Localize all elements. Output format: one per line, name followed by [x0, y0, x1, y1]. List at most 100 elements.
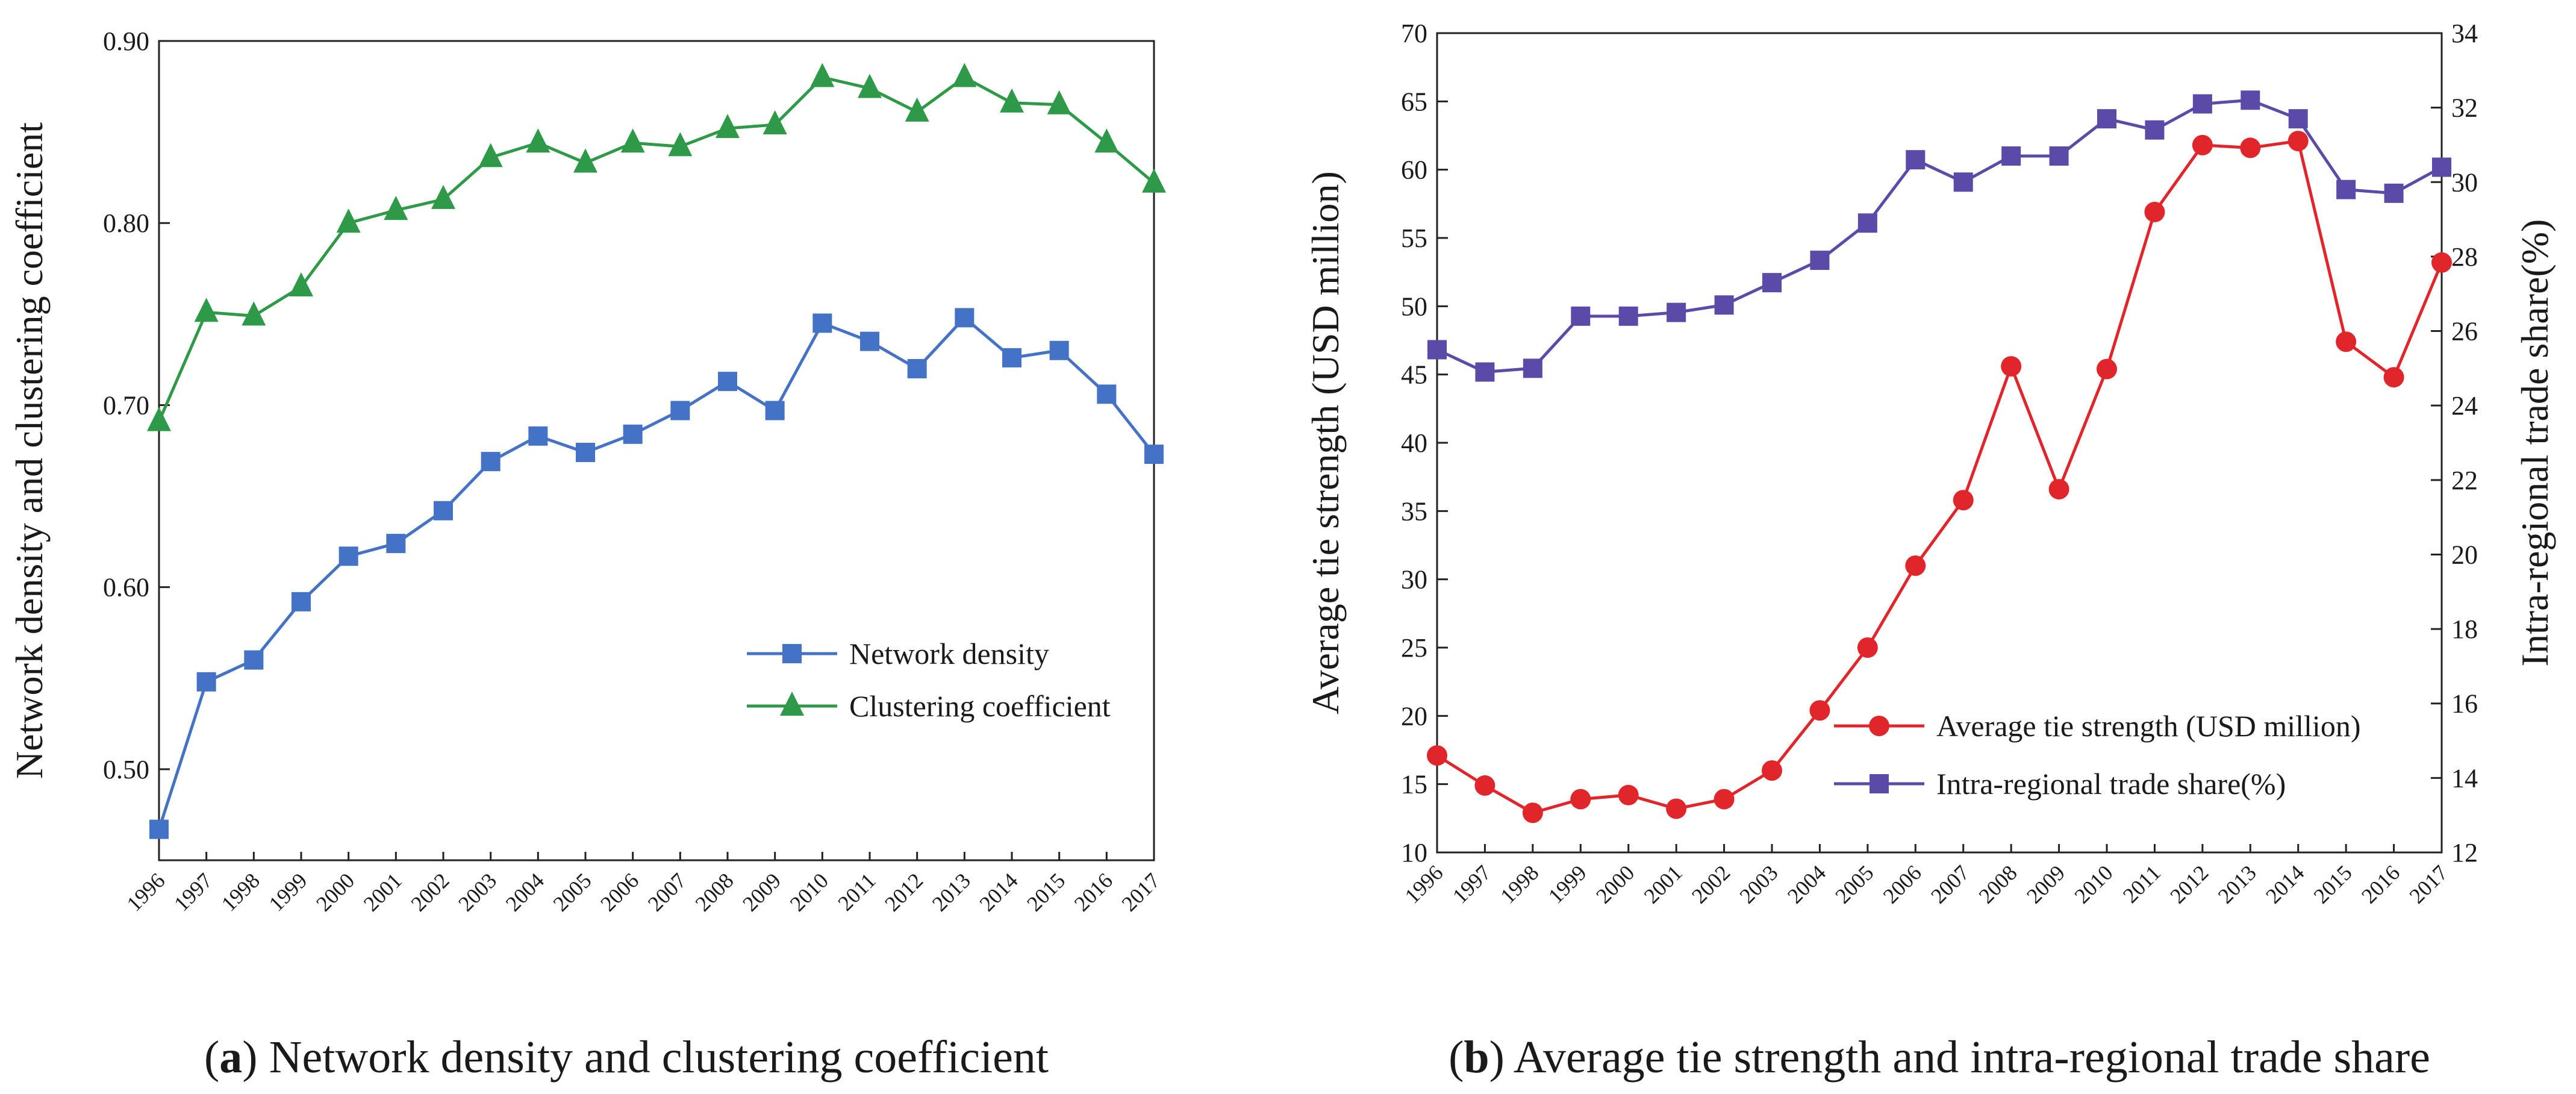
- a-x-tick-label: 1998: [217, 868, 264, 916]
- b-series-0-point: [1474, 775, 1495, 796]
- b-series-1-point: [1762, 273, 1782, 293]
- b-x-tick-label: 1996: [1400, 860, 1447, 908]
- panel-a-legend: Network density Clustering coefficient: [747, 637, 1111, 723]
- a-x-tick-label: 2009: [738, 868, 785, 916]
- a-series-1-point: [336, 208, 361, 233]
- b-x-tick-label: 2016: [2357, 860, 2404, 908]
- a-x-tick-label: 2013: [928, 868, 975, 916]
- a-y-tick-label: 0.70: [103, 390, 149, 420]
- b-series-0-point: [1953, 490, 1974, 511]
- b-y-tick-label: 25: [1401, 633, 1427, 663]
- b-y-tick-label: 10: [1401, 838, 1427, 867]
- b-y-tick-label: 15: [1401, 770, 1427, 799]
- a-legend-label-1: Clustering coefficient: [849, 689, 1111, 723]
- panel-b-x-ticks: 1996 1997 1998 1999 2000 2001 2002 2003 2004 2005…: [1400, 844, 2453, 908]
- b-series-0-point: [2144, 201, 2165, 222]
- b-series-1-point: [1906, 150, 1926, 170]
- b-y-tick-label: 20: [1401, 701, 1427, 731]
- a-series-0-point: [338, 546, 358, 566]
- panel-b-right-y-ticks: 12 14 16 18 20 22 24 26 28 30 32 34: [2431, 19, 2478, 867]
- b-y2-tick-label: 24: [2451, 391, 2478, 420]
- panel-a-caption: (a) Network density and clustering coeff…: [204, 1032, 1049, 1083]
- b-y2-tick-label: 18: [2451, 614, 2478, 644]
- a-series-1-point: [431, 184, 455, 209]
- a-series-0-point: [386, 534, 406, 554]
- b-y2-tick-label: 34: [2451, 19, 2478, 48]
- panel-b-series: [1427, 90, 2452, 824]
- b-series-0-point: [2431, 252, 2452, 273]
- b-series-1-line: [1436, 98, 2443, 374]
- a-series-1-point: [952, 63, 977, 87]
- a-series-0-point: [907, 359, 927, 378]
- a-series-1-point: [147, 407, 171, 431]
- panel-a-y-axis-title: Network density and clustering coefficie…: [8, 122, 51, 779]
- a-x-tick-label: 2000: [311, 868, 359, 916]
- a-series-0-point: [244, 650, 264, 670]
- b-x-tick-label: 1998: [1495, 860, 1543, 908]
- a-series-1-point: [1142, 168, 1166, 193]
- a-x-tick-label: 2003: [454, 868, 501, 916]
- a-series-0-point: [670, 401, 690, 420]
- b-y-tick-label: 40: [1401, 428, 1427, 458]
- b-x-tick-label: 2001: [1639, 860, 1687, 908]
- b-series-0-point: [2048, 479, 2069, 500]
- panel-a-x-ticks: 1996 1997 1998 1999 2000 2001 2002 2003 2004 2005…: [122, 852, 1165, 916]
- a-x-tick-label: 2015: [1022, 868, 1070, 916]
- panel-b-caption-letter: b: [1464, 1032, 1489, 1083]
- panel-a-caption-letter: a: [219, 1032, 242, 1083]
- a-series-0-point: [1049, 340, 1069, 360]
- b-y2-tick-label: 26: [2451, 317, 2478, 346]
- a-series-0-point: [955, 308, 975, 328]
- b-y-tick-label: 30: [1401, 565, 1427, 595]
- a-series-1-point: [384, 196, 408, 220]
- b-x-tick-label: 2012: [2165, 860, 2213, 908]
- panel-b-left-y-ticks: 10 15 20 25 30 35 40 45 50 55 60 65 70: [1401, 19, 1448, 867]
- b-series-0-point: [1762, 760, 1782, 781]
- b-series-1-point: [2192, 94, 2212, 114]
- a-series-0-point: [576, 443, 595, 463]
- b-series-0-point: [2383, 367, 2404, 388]
- a-series-1-point: [858, 73, 882, 98]
- a-series-0-point: [149, 819, 169, 839]
- a-y-tick-label: 0.90: [103, 27, 149, 56]
- b-y-tick-label: 35: [1401, 496, 1427, 526]
- b-legend-marker-0: [1869, 716, 1889, 736]
- b-series-0-point: [2240, 137, 2261, 158]
- a-x-tick-label: 2017: [1117, 868, 1164, 916]
- b-x-tick-label: 2010: [2069, 860, 2117, 908]
- a-series-1-point: [194, 298, 219, 322]
- panel-b-legend: Average tie strength (USD million) Intra-…: [1834, 709, 2360, 801]
- a-series-1-point: [1094, 128, 1119, 153]
- a-series-1-point: [905, 97, 929, 122]
- b-y-tick-label: 55: [1401, 223, 1427, 253]
- a-x-tick-label: 2008: [690, 868, 738, 916]
- b-x-tick-label: 2015: [2309, 860, 2357, 908]
- a-x-tick-label: 2010: [785, 868, 833, 916]
- b-x-tick-label: 2004: [1783, 860, 1830, 908]
- panel-a-plot-frame: [158, 40, 1155, 861]
- b-x-tick-label: 2002: [1687, 860, 1735, 908]
- panel-b-left-y-axis-title: Average tie strength (USD million): [1304, 171, 1347, 714]
- b-series-1-point: [2097, 109, 2116, 129]
- b-series-0-point: [1905, 555, 1926, 576]
- a-series-0-point: [528, 426, 548, 446]
- b-series-0-point: [1570, 789, 1591, 810]
- a-series-0-point: [860, 331, 879, 351]
- b-y2-tick-label: 28: [2451, 242, 2478, 272]
- b-series-1-point: [2432, 157, 2451, 177]
- a-series-0-point: [812, 313, 832, 333]
- a-series-0-point: [718, 372, 737, 392]
- b-series-0-point: [2097, 358, 2117, 380]
- b-series-1-point: [1714, 295, 1734, 315]
- b-series-1-point: [1475, 362, 1495, 382]
- a-series-0-point: [623, 424, 643, 444]
- b-series-1-point: [2049, 146, 2069, 166]
- b-series-1-point: [1810, 251, 1830, 270]
- a-series-0-point: [292, 592, 311, 611]
- b-y-tick-label: 60: [1401, 155, 1427, 185]
- a-series-0-point: [1097, 384, 1117, 404]
- a-series-0-point: [481, 452, 501, 472]
- a-x-tick-label: 2002: [406, 868, 454, 916]
- b-series-1-point: [1953, 172, 1973, 192]
